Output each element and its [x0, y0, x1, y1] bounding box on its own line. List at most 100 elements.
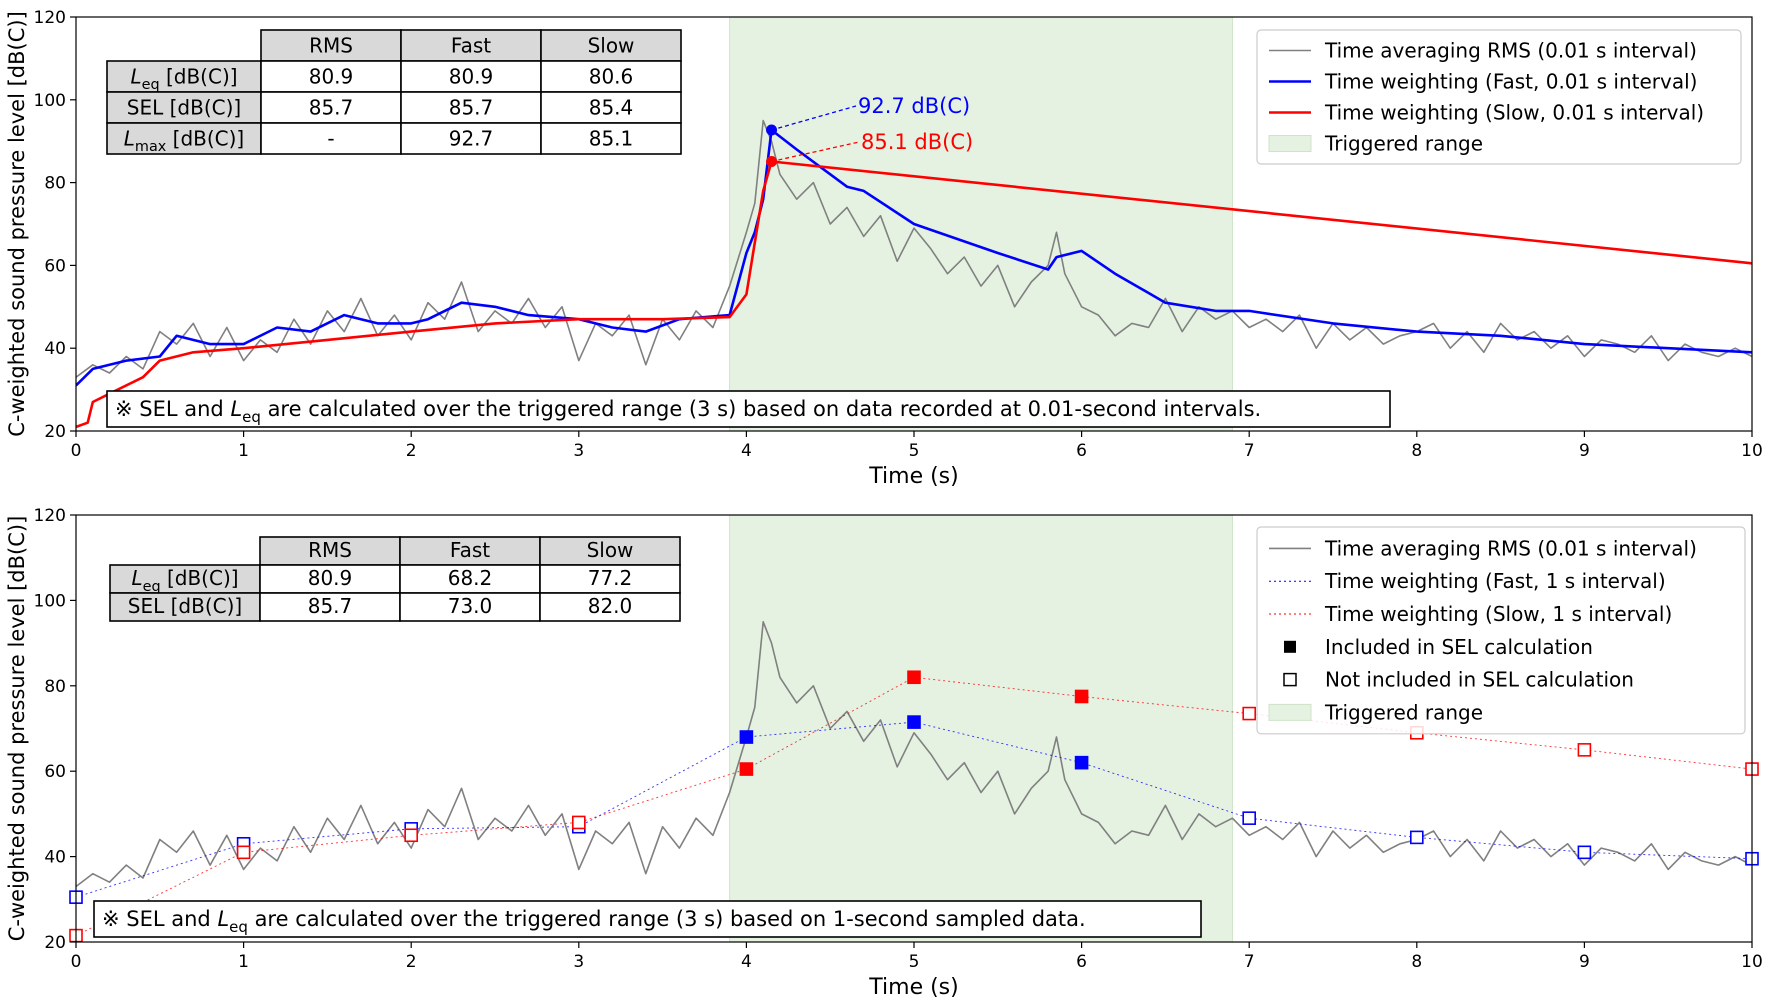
- x-axis-label: Time (s): [868, 464, 958, 489]
- footnote-prefix: ※ SEL and: [115, 397, 230, 421]
- series-2-marker-9: [1577, 845, 1592, 860]
- series-3-marker-9: [1577, 743, 1592, 757]
- table-header-cell: [539, 536, 681, 566]
- series-3-marker-6: [1074, 689, 1089, 704]
- peak-leader-1: [771, 105, 857, 131]
- table-cell: [540, 91, 682, 124]
- table-cell-value: 85.7: [449, 95, 494, 119]
- series-line-1: [76, 620, 1752, 888]
- legend-label: Time weighting (Slow, 1 s interval): [1324, 602, 1672, 626]
- x-tick-label: 3: [573, 441, 584, 461]
- footnote-prefix: ※ SEL and: [102, 907, 217, 931]
- stats-table: RMS Fast Slow Leq [dB(C)] 80.9 68.2 77.2 SEL [d…: [109, 536, 681, 622]
- x-tick-label: 7: [1244, 441, 1255, 461]
- y-tick-label: 60: [44, 256, 66, 276]
- table-row-label-sym: L: [124, 126, 135, 150]
- x-tick-label: 10: [1741, 441, 1763, 461]
- table-cell-value: 80.9: [449, 64, 494, 88]
- x-axis-label: Time (s): [868, 975, 958, 1000]
- table-row-label-cell: [106, 122, 262, 155]
- footnote-sym: L: [230, 397, 242, 421]
- table-cell: [539, 592, 681, 622]
- legend-label: Time weighting (Slow, 0.01 s interval): [1324, 101, 1704, 125]
- table-row-label-sub: max: [135, 139, 167, 155]
- table-header-label: Slow: [588, 33, 635, 57]
- footnote-sub: eq: [229, 918, 248, 936]
- series-2-marker-8: [1410, 830, 1424, 845]
- table-row-label: SEL [dB(C)]: [127, 95, 241, 119]
- x-tick-label: 5: [909, 441, 920, 461]
- y-tick-label: 60: [44, 762, 66, 782]
- table-header-cell: [399, 536, 541, 566]
- footnote-box: [93, 900, 1202, 938]
- y-tick-label: 100: [34, 591, 66, 611]
- y-tick-label: 120: [34, 8, 66, 28]
- table-cell-value: 80.9: [308, 566, 353, 590]
- series-3-marker-4: [739, 762, 754, 776]
- peak-leader-2: [771, 141, 860, 163]
- footnote-box: [106, 390, 1391, 428]
- table-cell-value: 80.6: [589, 64, 634, 88]
- x-tick-label: 3: [573, 952, 584, 972]
- table-cell: [399, 592, 541, 622]
- table-header-cell: [540, 29, 682, 62]
- table-cell: [400, 60, 542, 93]
- table-cell-value: 85.1: [589, 126, 634, 150]
- table-row-label: SEL [dB(C)]: [128, 594, 242, 618]
- table-row-label-sym: L: [131, 566, 142, 590]
- x-tick-label: 8: [1411, 441, 1422, 461]
- table-cell: [259, 592, 401, 622]
- table-header-label: RMS: [309, 33, 353, 57]
- table-cell-value: 68.2: [448, 566, 493, 590]
- table-cell-value: -: [327, 126, 334, 150]
- chart-panel-2: 0 1 2 3 4 5 6 7 8 9 10 20 40 60 80 100 120 Time (s) C-weig…: [5, 506, 1763, 1000]
- series-3-marker-2: [404, 828, 419, 843]
- legend-handle-patch: [1268, 703, 1312, 721]
- x-tick-label: 1: [238, 441, 249, 461]
- table-row-label-sub: eq: [143, 579, 161, 595]
- table-cell-value: 80.9: [309, 64, 354, 88]
- legend-label: Time averaging RMS (0.01 s interval): [1324, 39, 1697, 63]
- triggered-range-band: [729, 514, 1233, 943]
- x-tick-label: 2: [406, 952, 417, 972]
- legend-label: Triggered range: [1324, 700, 1483, 724]
- x-tick-label: 4: [741, 441, 752, 461]
- x-tick-label: 6: [1076, 441, 1087, 461]
- y-tick-label: 40: [44, 848, 66, 868]
- series-2-marker-4: [739, 730, 754, 744]
- table-row-label-sym: SEL: [128, 594, 165, 618]
- table-row-label-sym: SEL: [127, 95, 164, 119]
- table-header-label: Fast: [450, 538, 490, 562]
- table-cell-value: 85.7: [309, 95, 354, 119]
- y-axis-label: C-weighted sound pressure level [dB(C)]: [5, 11, 29, 437]
- x-tick-label: 10: [1741, 952, 1763, 972]
- table-row-label-unit: [dB(C)]: [164, 594, 242, 618]
- table-row-label-sym: L: [130, 64, 141, 88]
- series-2-marker-6: [1074, 755, 1089, 770]
- footnote-suffix: are calculated over the triggered range …: [248, 907, 1086, 931]
- y-tick-label: 20: [44, 422, 66, 442]
- legend-box: [1256, 526, 1746, 735]
- footnote-text: ※ SEL and Leq are calculated over the tr…: [102, 907, 1086, 936]
- y-axis-label: C-weighted sound pressure level [dB(C)]: [5, 516, 29, 942]
- footnote: ※ SEL and Leq are calculated over the tr…: [106, 390, 1391, 428]
- series-3-marker-1: [236, 845, 251, 860]
- table-row-label-unit: [dB(C)]: [163, 95, 241, 119]
- footnote-text: ※ SEL and Leq are calculated over the tr…: [115, 397, 1261, 426]
- table-header-label: Slow: [587, 538, 634, 562]
- series-2-marker-7: [1242, 811, 1256, 825]
- table-cell: [539, 564, 681, 594]
- table-row-label: Leq [dB(C)]: [131, 566, 238, 595]
- peak-label-1: 92.7 dB(C): [858, 94, 970, 118]
- legend: Time averaging RMS (0.01 s interval) Time…: [1256, 29, 1742, 165]
- table-cell: [399, 564, 541, 594]
- footnote-suffix: are calculated over the triggered range …: [261, 397, 1261, 421]
- y-tick-label: 20: [44, 933, 66, 953]
- table-row-label-sub: eq: [142, 77, 160, 93]
- legend-box: [1256, 29, 1742, 165]
- x-tick-label: 1: [238, 952, 249, 972]
- table-cell-value: 77.2: [588, 566, 633, 590]
- table-header-label: Fast: [451, 33, 491, 57]
- y-tick-label: 80: [44, 677, 66, 697]
- table-header-label: RMS: [308, 538, 352, 562]
